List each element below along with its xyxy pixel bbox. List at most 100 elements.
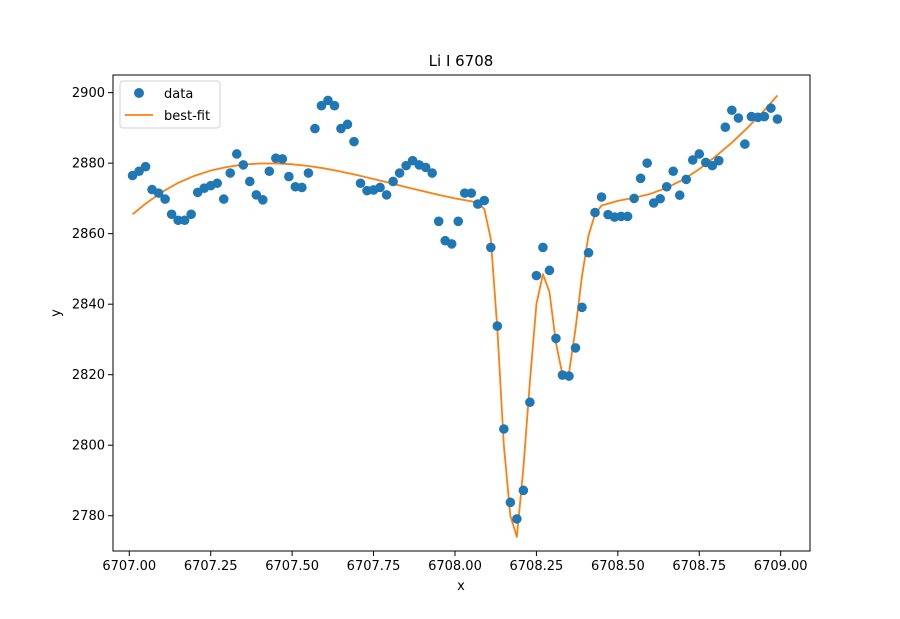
data-point	[323, 95, 333, 106]
x-tick-label: 6707.75	[347, 559, 401, 574]
data-point	[303, 168, 314, 178]
data-point	[772, 114, 783, 124]
y-tick-label: 2880	[72, 157, 105, 172]
data-point	[342, 119, 353, 130]
data-point	[544, 265, 555, 276]
data-point	[218, 194, 229, 204]
data-point	[538, 242, 548, 253]
data-point	[564, 371, 574, 381]
x-tick-label: 6709.00	[754, 559, 808, 574]
data-point	[622, 211, 633, 222]
y-tick-label: 2800	[72, 439, 105, 454]
data-point	[179, 215, 190, 226]
data-point	[153, 188, 164, 198]
data-point	[766, 103, 776, 113]
data-point	[264, 166, 275, 177]
y-tick-label: 2900	[72, 86, 105, 101]
data-point	[492, 321, 503, 331]
y-tick-label: 2780	[72, 509, 105, 524]
plot-frame	[112, 74, 811, 552]
data-point	[186, 209, 196, 220]
data-point	[720, 122, 731, 132]
data-point	[231, 149, 242, 159]
x-tick-label: 6708.75	[672, 559, 726, 574]
data-point	[668, 166, 679, 177]
data-point	[420, 162, 431, 173]
data-point	[166, 209, 177, 220]
data-point	[661, 181, 672, 192]
data-point	[759, 111, 770, 122]
data-point	[160, 194, 170, 204]
data-point	[388, 176, 398, 187]
data-point	[681, 174, 692, 185]
data-point	[446, 239, 457, 249]
legend: data best-fit	[119, 80, 221, 129]
data-point	[284, 171, 294, 182]
data-point	[590, 207, 600, 218]
data-point	[329, 100, 340, 111]
y-tick-label: 2840	[72, 298, 105, 313]
data-point	[375, 182, 385, 193]
data-point	[310, 123, 320, 134]
data-point	[674, 190, 685, 201]
data-point	[427, 168, 437, 178]
data-point	[277, 154, 288, 164]
data-point	[381, 190, 392, 200]
data-point	[740, 139, 750, 149]
y-tick-label: 2860	[72, 227, 105, 242]
data-point	[596, 192, 607, 202]
data-point	[512, 514, 522, 524]
data-point	[316, 100, 327, 111]
data-point	[258, 195, 268, 205]
data-point	[212, 178, 223, 189]
data-point	[244, 176, 255, 187]
legend-label-best-fit: best-fit	[164, 109, 210, 124]
data-point	[453, 216, 464, 227]
data-point	[577, 302, 587, 313]
data-point	[714, 155, 724, 166]
data-point	[479, 195, 490, 206]
data-point	[349, 136, 359, 147]
data-point	[355, 178, 366, 189]
data-point	[525, 397, 535, 408]
data-point	[707, 160, 718, 171]
data-point	[629, 193, 639, 204]
data-point	[583, 247, 594, 258]
data-point	[655, 193, 665, 204]
x-axis-label: x	[457, 579, 465, 594]
data-point	[727, 105, 737, 116]
y-tick-label: 2820	[72, 368, 105, 383]
data-point	[733, 113, 744, 123]
x-tick-label: 6707.00	[102, 559, 156, 574]
y-axis-label: y	[49, 309, 64, 317]
data-point	[570, 343, 581, 353]
data-point	[466, 188, 477, 198]
x-tick-label: 6708.25	[510, 559, 564, 574]
data-point	[635, 173, 646, 184]
data-point	[394, 168, 405, 178]
data-point	[225, 168, 236, 178]
data-point	[518, 485, 529, 496]
data-point	[433, 216, 444, 227]
data-point	[297, 182, 307, 193]
data-point	[251, 190, 262, 200]
data-point	[642, 158, 652, 168]
data-point	[401, 160, 411, 171]
legend-marker-data	[134, 88, 144, 98]
legend-box	[119, 80, 221, 129]
data-point	[687, 155, 698, 165]
x-tick-label: 6708.00	[428, 559, 482, 574]
data-point	[551, 333, 561, 344]
data-point	[531, 270, 542, 281]
x-tick-label: 6707.25	[184, 559, 238, 574]
data-point	[505, 497, 516, 508]
data-point	[499, 424, 509, 434]
chart-title: Li I 6708	[429, 52, 494, 70]
legend-label-data: data	[164, 87, 193, 102]
data-point	[486, 242, 496, 253]
data-point	[238, 160, 249, 170]
x-tick-label: 6708.50	[591, 559, 645, 574]
data-point	[694, 149, 705, 159]
data-point	[140, 161, 151, 172]
